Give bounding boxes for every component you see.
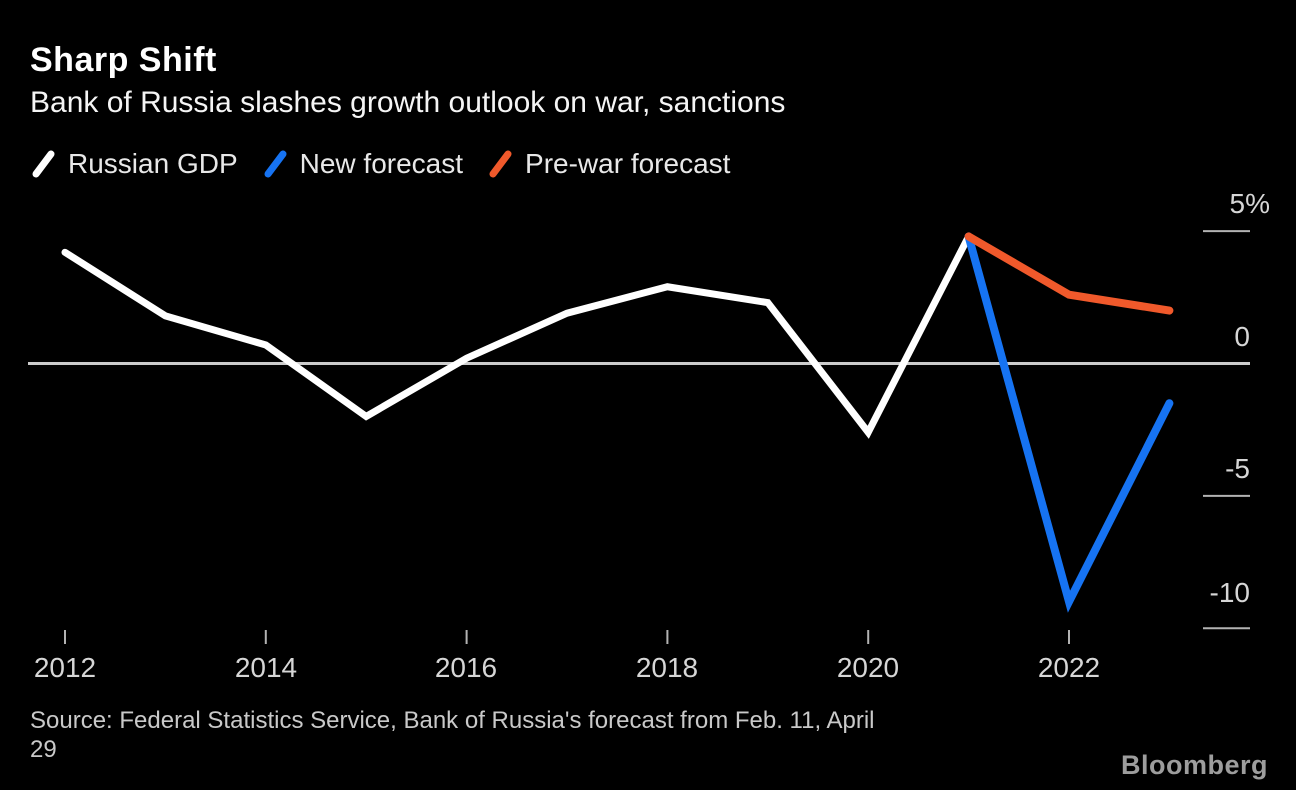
legend-item-russian-gdp: Russian GDP (30, 148, 238, 180)
new-forecast-slash-icon (264, 150, 287, 178)
source-line-1: Source: Federal Statistics Service, Bank… (30, 707, 875, 734)
chart-legend: Russian GDP New forecast Pre-war forecas… (30, 148, 730, 180)
legend-label: Russian GDP (68, 148, 238, 179)
legend-label: Pre-war forecast (525, 148, 731, 179)
x-axis-label-2020: 2020 (836, 652, 900, 683)
x-axis-label-2012: 2012 (33, 652, 97, 683)
legend-label: New forecast (299, 148, 464, 179)
page-subtitle: Bank of Russia slashes growth outlook on… (30, 86, 786, 119)
x-axis-label-2018: 2018 (635, 652, 699, 683)
pre-war-forecast-slash-icon (489, 150, 512, 178)
bloomberg-logo: Bloomberg (1120, 750, 1268, 780)
russian-gdp-slash-icon (32, 150, 55, 178)
legend-item-new-forecast: New forecast (262, 148, 463, 180)
source-text: Source: Federal Statistics Service, Bank… (30, 706, 874, 764)
series-line-pre-war-forecast (964, 232, 1174, 315)
x-axis-label-2022: 2022 (1037, 652, 1101, 683)
chart-header: Sharp Shift Bank of Russia slashes growt… (30, 38, 785, 122)
y-axis-label-5pct: 5% (1229, 188, 1270, 219)
y-axis-label-0: 0 (1234, 321, 1250, 352)
y-axis-label-neg10: -10 (1209, 577, 1250, 608)
page-title: Sharp Shift (30, 41, 217, 79)
x-axis-label-2016: 2016 (434, 652, 498, 683)
series-line-russian-gdp (61, 232, 973, 439)
x-axis-label-2014: 2014 (234, 652, 298, 683)
legend-item-pre-war-forecast: Pre-war forecast (487, 148, 730, 180)
series-line-new-forecast (964, 232, 1174, 613)
y-axis-label-neg5: -5 (1225, 453, 1250, 484)
source-line-2: 29 (30, 736, 57, 763)
